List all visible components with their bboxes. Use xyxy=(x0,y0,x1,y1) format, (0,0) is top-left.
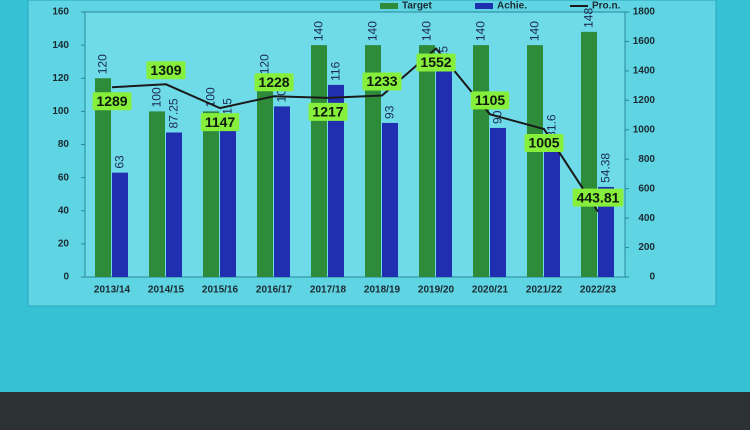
y-tick-label: 20 xyxy=(58,239,70,250)
line-value-label: 1147 xyxy=(205,114,236,130)
x-tick-label: 2017/18 xyxy=(310,285,347,296)
bar-value-label: 140 xyxy=(366,21,380,41)
bar-value-label: 87.25 xyxy=(167,98,181,128)
bar xyxy=(328,84,344,277)
bar-value-label: 120 xyxy=(258,54,272,74)
bar-value-label: 140 xyxy=(420,21,434,41)
bar xyxy=(473,45,489,277)
value-label-box xyxy=(470,91,510,110)
bar xyxy=(581,31,597,277)
value-label-box xyxy=(572,188,624,207)
bar xyxy=(112,172,128,277)
legend-swatch xyxy=(380,3,398,9)
value-label-box xyxy=(200,113,240,132)
legend-label: Pro.n. xyxy=(592,1,621,12)
bar xyxy=(311,45,327,277)
bar xyxy=(257,78,273,277)
x-tick-label: 2018/19 xyxy=(364,285,401,296)
legend-label: Achie. xyxy=(497,1,527,12)
line-value-label: 1289 xyxy=(96,93,127,109)
bar xyxy=(365,45,381,277)
bar-value-label: 63 xyxy=(113,155,127,169)
x-tick-label: 2014/15 xyxy=(148,285,185,296)
bar xyxy=(527,45,543,277)
legend-swatch xyxy=(475,3,493,9)
y2-tick-label: 600 xyxy=(638,183,655,194)
y-tick-label: 40 xyxy=(58,205,70,216)
legend-label: Target xyxy=(402,1,432,12)
value-label-box xyxy=(92,92,132,111)
y-tick-label: 160 xyxy=(52,7,69,18)
line-value-label: 1005 xyxy=(528,135,559,151)
y2-tick-label: 0 xyxy=(649,272,655,283)
line xyxy=(111,47,599,213)
bottom-bezel xyxy=(0,392,750,430)
bar-value-label: 140 xyxy=(312,21,326,41)
line-value-label: 443.81 xyxy=(577,189,620,205)
value-label-box xyxy=(254,73,294,92)
y-tick-label: 100 xyxy=(52,106,69,117)
value-label-box xyxy=(524,134,564,153)
bar xyxy=(382,122,398,277)
line-value-label: 1233 xyxy=(366,73,397,89)
x-tick-label: 2015/16 xyxy=(202,285,239,296)
value-label-box xyxy=(308,102,348,121)
value-label-box xyxy=(416,53,456,72)
y-tick-label: 80 xyxy=(58,139,70,150)
line-value-label: 1217 xyxy=(312,104,343,120)
bar-value-label: 148 xyxy=(582,8,596,28)
y2-tick-label: 1400 xyxy=(633,66,656,77)
y2-tick-label: 1600 xyxy=(633,36,656,47)
bar xyxy=(274,106,290,277)
bar xyxy=(436,69,452,277)
y-tick-label: 140 xyxy=(52,40,69,51)
y-tick-label: 60 xyxy=(58,172,70,183)
bar xyxy=(490,127,506,277)
bar-value-label: 140 xyxy=(528,21,542,41)
y2-tick-label: 400 xyxy=(638,213,655,224)
bar xyxy=(166,132,182,277)
value-label-box xyxy=(362,72,402,91)
line-value-label: 1309 xyxy=(150,62,181,78)
y-tick-label: 0 xyxy=(63,272,69,283)
bar xyxy=(598,186,614,277)
line-value-label: 1105 xyxy=(475,92,506,108)
bar xyxy=(95,78,111,277)
bar-value-label: 116 xyxy=(329,61,343,80)
bar-value-label: 54.38 xyxy=(599,153,613,183)
y2-tick-label: 800 xyxy=(638,154,655,165)
x-tick-label: 2019/20 xyxy=(418,285,455,296)
y2-tick-label: 1000 xyxy=(633,124,656,135)
x-tick-label: 2016/17 xyxy=(256,285,293,296)
y2-tick-label: 1200 xyxy=(633,95,656,106)
x-tick-label: 2013/14 xyxy=(94,285,131,296)
line-value-label: 1552 xyxy=(420,54,451,70)
bar xyxy=(203,111,219,277)
y2-tick-label: 200 xyxy=(638,242,655,253)
x-tick-label: 2020/21 xyxy=(472,285,509,296)
y-tick-label: 120 xyxy=(52,73,69,84)
bar xyxy=(149,111,165,277)
bar-value-label: 140 xyxy=(474,21,488,41)
bar xyxy=(419,45,435,277)
x-tick-label: 2021/22 xyxy=(526,285,563,296)
x-tick-label: 2022/23 xyxy=(580,285,617,296)
bar-value-label: 93 xyxy=(383,105,397,119)
bar xyxy=(544,141,560,277)
bar-value-label: 81.6 xyxy=(545,114,559,138)
line-value-label: 1228 xyxy=(258,74,289,90)
value-label-box xyxy=(146,61,186,80)
bar-value-label: 100 xyxy=(150,87,164,107)
y2-tick-label: 1800 xyxy=(633,7,656,18)
bar-value-label: 120 xyxy=(96,54,110,74)
bar xyxy=(220,125,236,277)
